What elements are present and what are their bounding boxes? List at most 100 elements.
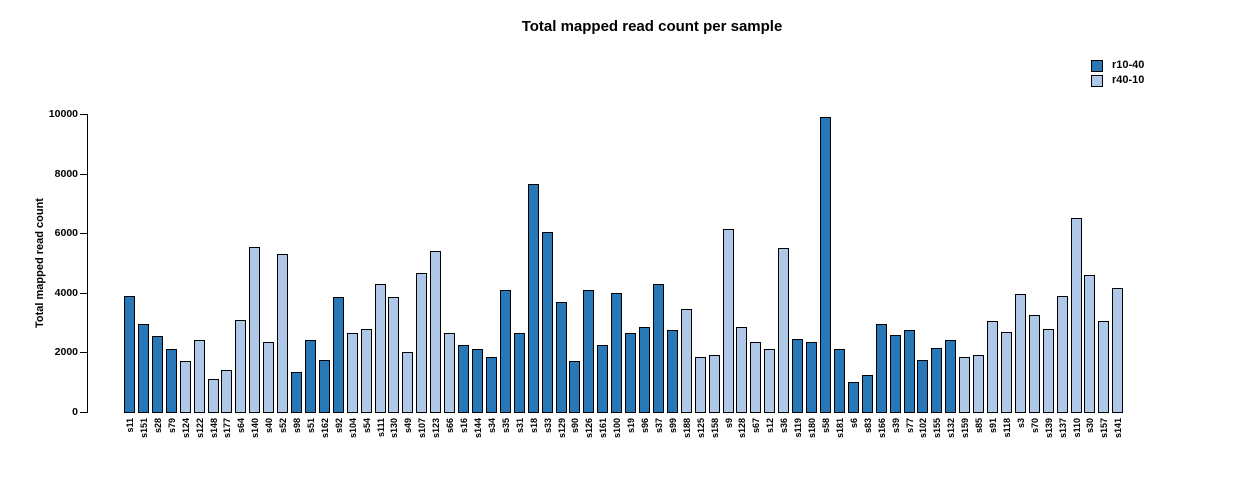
x-tick-label: s51 [305, 418, 316, 434]
x-tick-label: s104 [347, 418, 358, 439]
bar [514, 333, 525, 413]
bar [486, 357, 497, 413]
bar [430, 251, 441, 413]
bar [152, 336, 163, 413]
x-tick-label: s54 [361, 418, 372, 434]
x-tick-label: s79 [166, 418, 177, 434]
x-tick-label: s30 [1084, 418, 1095, 434]
bar [736, 327, 747, 413]
x-tick-label: s141 [1112, 418, 1123, 439]
y-tick-label: 2000 [54, 345, 78, 358]
x-tick-label: s83 [862, 418, 873, 434]
x-tick-label: s37 [653, 418, 664, 434]
x-tick-label: s64 [235, 418, 246, 434]
bar [1043, 329, 1054, 413]
bar [375, 284, 386, 413]
x-tick-label: s100 [611, 418, 622, 439]
x-tick-label: s70 [1029, 418, 1040, 434]
x-tick-label: s111 [375, 418, 386, 438]
y-tick-label: 0 [72, 405, 78, 418]
bar [931, 348, 942, 413]
bar [820, 117, 831, 413]
bar [138, 324, 149, 413]
x-tick-label: s28 [152, 418, 163, 434]
y-axis-title: Total mapped read count [34, 198, 46, 328]
x-tick-label: s92 [333, 418, 344, 434]
x-tick-label: s96 [639, 418, 650, 434]
bar [667, 330, 678, 413]
x-tick-label: s148 [208, 418, 219, 439]
y-tick [80, 412, 87, 413]
x-tick-label: s49 [402, 418, 413, 434]
bar [1098, 321, 1109, 413]
bar [542, 232, 553, 413]
bar [319, 360, 330, 413]
legend-item: r40-10 [1091, 73, 1144, 88]
bar [333, 297, 344, 413]
x-tick-label: s157 [1098, 418, 1109, 439]
y-tick-label: 6000 [54, 226, 78, 239]
x-tick-label: s33 [542, 418, 553, 434]
x-tick-label: s151 [138, 418, 149, 439]
bar [1112, 288, 1123, 413]
bar [695, 357, 706, 413]
x-tick-label: s85 [973, 418, 984, 434]
x-tick-label: s155 [931, 418, 942, 439]
bar [208, 379, 219, 413]
bar [528, 184, 539, 413]
bar [388, 297, 399, 413]
bar [723, 229, 734, 413]
bar [681, 309, 692, 413]
bar [1057, 296, 1068, 413]
bar [876, 324, 887, 413]
y-tick [80, 233, 87, 234]
x-tick-label: s90 [569, 418, 580, 434]
legend-swatch-r40-10 [1091, 74, 1103, 87]
bar [625, 333, 636, 413]
x-tick-label: s124 [180, 418, 191, 439]
bar [277, 254, 288, 413]
bar [597, 345, 608, 413]
x-tick-label: s158 [709, 418, 720, 439]
x-tick-label: s18 [528, 418, 539, 434]
bar [764, 349, 775, 413]
x-tick-label: s122 [194, 418, 205, 439]
bar [194, 340, 205, 413]
x-tick-label: s128 [736, 418, 747, 439]
bar [917, 360, 928, 413]
x-tick-label: s11 [124, 418, 135, 433]
x-tick-label: s144 [472, 418, 483, 439]
x-tick-label: s119 [792, 418, 803, 438]
x-tick-label: s130 [388, 418, 399, 439]
bar [973, 355, 984, 413]
bar [291, 372, 302, 413]
bar [472, 349, 483, 413]
bar [639, 327, 650, 413]
bar [1071, 218, 1082, 413]
bar [862, 375, 873, 413]
bar [834, 349, 845, 413]
x-tick-label: s35 [500, 418, 511, 434]
x-tick-label: s107 [416, 418, 427, 439]
x-tick-label: s6 [848, 418, 859, 429]
legend-label: r40-10 [1112, 74, 1145, 86]
bar [305, 340, 316, 413]
x-tick-label: s140 [249, 418, 260, 439]
bar [904, 330, 915, 413]
y-tick [80, 293, 87, 294]
bar [709, 355, 720, 413]
bar [987, 321, 998, 413]
x-tick-label: s118 [1001, 418, 1012, 438]
bar [263, 342, 274, 413]
x-tick-label: s58 [820, 418, 831, 434]
bar [124, 296, 135, 413]
bar [180, 361, 191, 413]
bar [792, 339, 803, 413]
x-tick-label: s31 [514, 418, 525, 434]
x-tick-label: s123 [430, 418, 441, 439]
bar [569, 361, 580, 413]
bar [249, 247, 260, 413]
x-tick-label: s34 [486, 418, 497, 434]
x-tick-label: s99 [667, 418, 678, 434]
